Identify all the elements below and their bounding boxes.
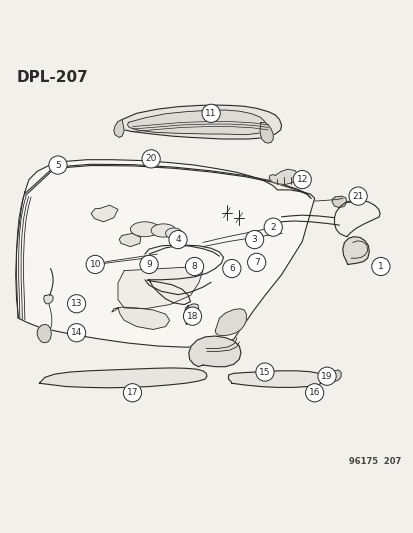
Circle shape bbox=[49, 156, 67, 174]
Polygon shape bbox=[114, 119, 124, 138]
Polygon shape bbox=[118, 266, 202, 309]
Polygon shape bbox=[112, 307, 169, 329]
Text: 2: 2 bbox=[270, 223, 275, 232]
Text: 20: 20 bbox=[145, 155, 157, 163]
Polygon shape bbox=[39, 368, 206, 388]
Text: 11: 11 bbox=[205, 109, 216, 118]
Polygon shape bbox=[228, 371, 324, 387]
Circle shape bbox=[142, 264, 149, 271]
Circle shape bbox=[86, 255, 104, 273]
Circle shape bbox=[255, 363, 273, 381]
Text: 18: 18 bbox=[186, 312, 198, 321]
Polygon shape bbox=[119, 233, 140, 247]
Polygon shape bbox=[127, 110, 266, 134]
Polygon shape bbox=[268, 169, 297, 184]
Circle shape bbox=[169, 230, 187, 249]
Polygon shape bbox=[116, 105, 281, 139]
Text: 3: 3 bbox=[251, 235, 257, 244]
Polygon shape bbox=[16, 160, 314, 347]
Polygon shape bbox=[342, 237, 368, 264]
Ellipse shape bbox=[151, 224, 176, 237]
Text: DPL-207: DPL-207 bbox=[17, 70, 88, 85]
Circle shape bbox=[292, 171, 311, 189]
Polygon shape bbox=[37, 325, 51, 343]
Text: 14: 14 bbox=[71, 328, 82, 337]
Circle shape bbox=[371, 257, 389, 276]
Circle shape bbox=[67, 324, 85, 342]
Text: 1: 1 bbox=[377, 262, 383, 271]
Polygon shape bbox=[184, 306, 191, 325]
Text: 15: 15 bbox=[259, 368, 270, 377]
Text: 96175  207: 96175 207 bbox=[349, 457, 401, 466]
Text: 9: 9 bbox=[146, 260, 152, 269]
Circle shape bbox=[185, 257, 203, 276]
Circle shape bbox=[247, 253, 265, 271]
Circle shape bbox=[317, 367, 335, 385]
Polygon shape bbox=[331, 196, 346, 208]
Circle shape bbox=[183, 307, 201, 325]
Text: 6: 6 bbox=[228, 264, 234, 273]
Circle shape bbox=[140, 255, 158, 273]
Text: 12: 12 bbox=[296, 175, 307, 184]
Circle shape bbox=[67, 295, 85, 313]
Circle shape bbox=[222, 260, 240, 278]
Polygon shape bbox=[329, 370, 340, 382]
Ellipse shape bbox=[165, 228, 182, 239]
Circle shape bbox=[202, 104, 220, 123]
Text: 7: 7 bbox=[253, 258, 259, 267]
Text: 16: 16 bbox=[308, 388, 320, 397]
Circle shape bbox=[263, 218, 282, 236]
Polygon shape bbox=[44, 295, 53, 304]
Polygon shape bbox=[188, 336, 240, 367]
Text: 13: 13 bbox=[71, 299, 82, 308]
Circle shape bbox=[305, 384, 323, 402]
Circle shape bbox=[348, 187, 366, 205]
Text: 17: 17 bbox=[126, 388, 138, 397]
Ellipse shape bbox=[130, 222, 159, 237]
Text: 5: 5 bbox=[55, 160, 61, 169]
Text: 19: 19 bbox=[320, 372, 332, 381]
Text: 8: 8 bbox=[191, 262, 197, 271]
Polygon shape bbox=[259, 123, 273, 143]
Text: 21: 21 bbox=[351, 192, 363, 200]
Text: 10: 10 bbox=[89, 260, 101, 269]
Circle shape bbox=[123, 384, 141, 402]
Polygon shape bbox=[215, 309, 246, 336]
Circle shape bbox=[142, 150, 160, 168]
Text: 4: 4 bbox=[175, 235, 180, 244]
Circle shape bbox=[245, 230, 263, 249]
Polygon shape bbox=[186, 304, 198, 317]
Polygon shape bbox=[91, 205, 118, 222]
